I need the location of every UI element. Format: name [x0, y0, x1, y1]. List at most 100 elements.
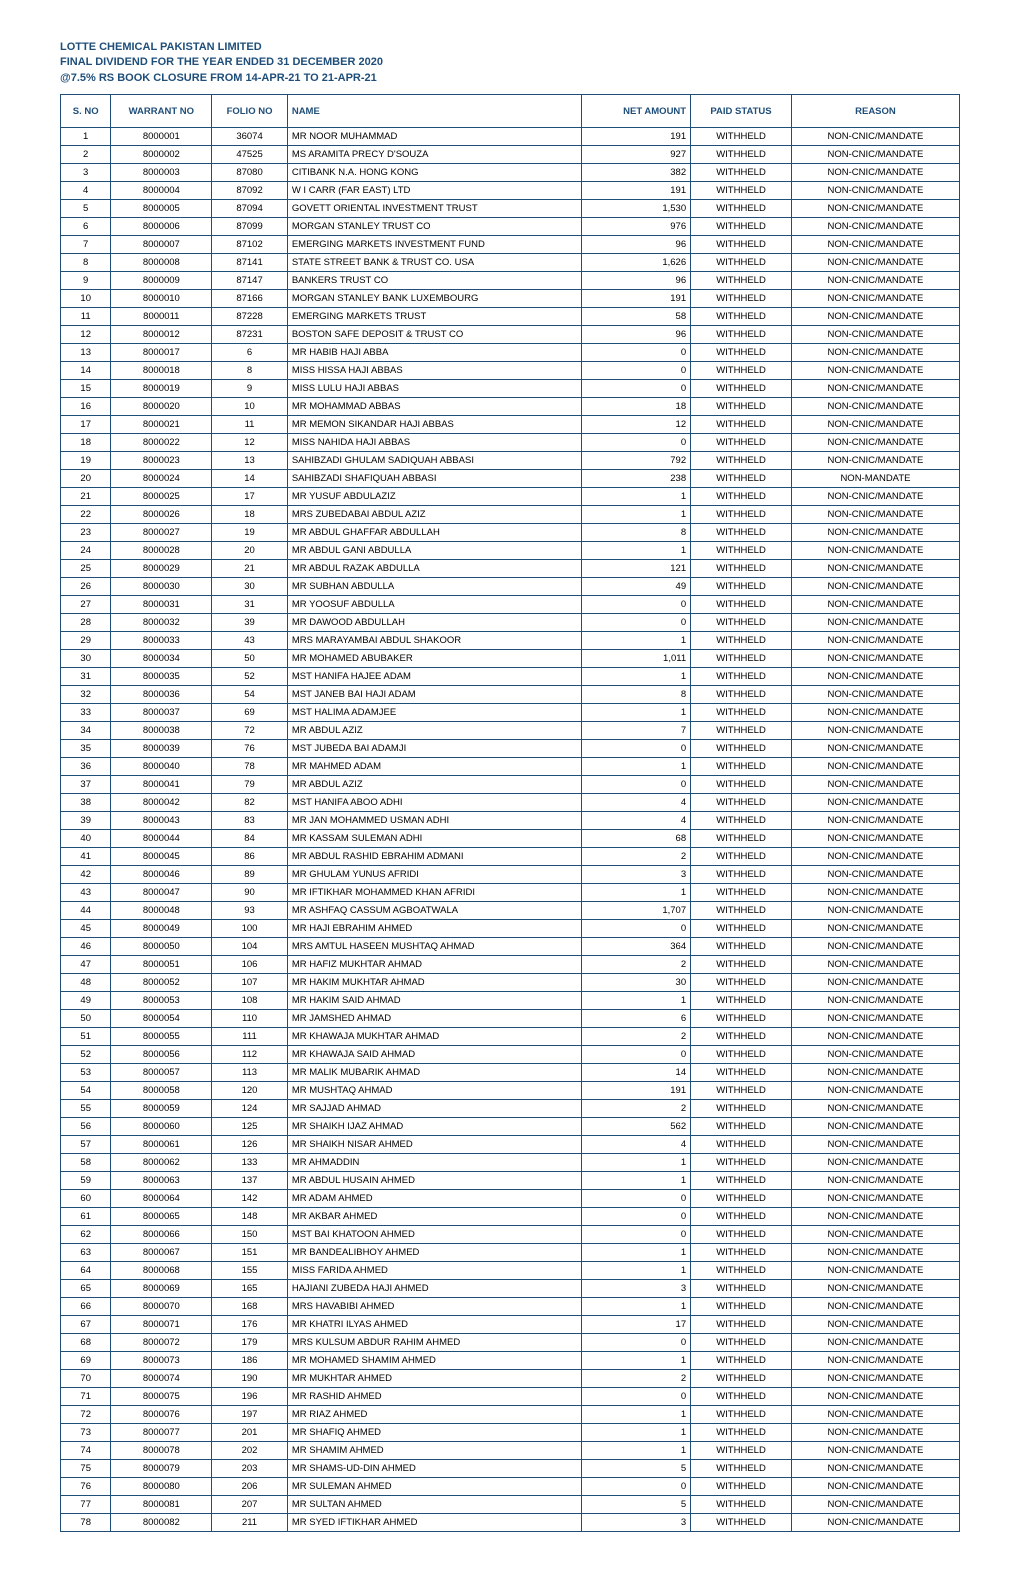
cell-folio: 79: [212, 776, 288, 794]
cell-status: WITHHELD: [691, 776, 792, 794]
cell-sno: 43: [61, 884, 111, 902]
cell-name: MR MOHAMED SHAMIM AHMED: [287, 1352, 581, 1370]
cell-warrant: 8000070: [111, 1298, 212, 1316]
cell-status: WITHHELD: [691, 200, 792, 218]
cell-reason: NON-CNIC/MANDATE: [791, 812, 959, 830]
table-row: 9800000987147BANKERS TRUST CO96WITHHELDN…: [61, 272, 960, 290]
table-row: 728000076197MR RIAZ AHMED1WITHHELDNON-CN…: [61, 1406, 960, 1424]
cell-reason: NON-CNIC/MANDATE: [791, 794, 959, 812]
cell-warrant: 8000043: [111, 812, 212, 830]
cell-folio: 206: [212, 1478, 288, 1496]
cell-sno: 76: [61, 1478, 111, 1496]
cell-status: WITHHELD: [691, 578, 792, 596]
cell-status: WITHHELD: [691, 470, 792, 488]
cell-folio: 113: [212, 1064, 288, 1082]
cell-name: MR ABDUL HUSAIN AHMED: [287, 1172, 581, 1190]
cell-folio: 72: [212, 722, 288, 740]
cell-sno: 17: [61, 416, 111, 434]
cell-warrant: 8000074: [111, 1370, 212, 1388]
cell-sno: 8: [61, 254, 111, 272]
cell-name: MR RIAZ AHMED: [287, 1406, 581, 1424]
cell-sno: 29: [61, 632, 111, 650]
table-row: 758000079203MR SHAMS-UD-DIN AHMED5WITHHE…: [61, 1460, 960, 1478]
table-row: 11800001187228EMERGING MARKETS TRUST58WI…: [61, 308, 960, 326]
cell-status: WITHHELD: [691, 1118, 792, 1136]
cell-name: MR HAFIZ MUKHTAR AHMAD: [287, 956, 581, 974]
cell-status: WITHHELD: [691, 1082, 792, 1100]
cell-folio: 211: [212, 1514, 288, 1532]
cell-status: WITHHELD: [691, 956, 792, 974]
cell-name: MR HAKIM MUKHTAR AHMAD: [287, 974, 581, 992]
cell-sno: 65: [61, 1280, 111, 1298]
cell-warrant: 8000081: [111, 1496, 212, 1514]
cell-name: STATE STREET BANK & TRUST CO. USA: [287, 254, 581, 272]
cell-folio: 176: [212, 1316, 288, 1334]
cell-status: WITHHELD: [691, 632, 792, 650]
cell-amount: 121: [581, 560, 690, 578]
cell-sno: 66: [61, 1298, 111, 1316]
table-row: 44800004893MR ASHFAQ CASSUM AGBOATWALA1,…: [61, 902, 960, 920]
cell-status: WITHHELD: [691, 1100, 792, 1118]
cell-reason: NON-CNIC/MANDATE: [791, 1406, 959, 1424]
cell-name: MR RASHID AHMED: [287, 1388, 581, 1406]
cell-reason: NON-CNIC/MANDATE: [791, 218, 959, 236]
cell-warrant: 8000058: [111, 1082, 212, 1100]
table-row: 608000064142MR ADAM AHMED0WITHHELDNON-CN…: [61, 1190, 960, 1208]
cell-warrant: 8000063: [111, 1172, 212, 1190]
cell-amount: 1: [581, 1172, 690, 1190]
cell-amount: 58: [581, 308, 690, 326]
cell-amount: 68: [581, 830, 690, 848]
cell-sno: 5: [61, 200, 111, 218]
cell-reason: NON-CNIC/MANDATE: [791, 884, 959, 902]
cell-name: MST JANEB BAI HAJI ADAM: [287, 686, 581, 704]
cell-name: MR KASSAM SULEMAN ADHI: [287, 830, 581, 848]
cell-sno: 16: [61, 398, 111, 416]
cell-folio: 21: [212, 560, 288, 578]
cell-folio: 90: [212, 884, 288, 902]
cell-status: WITHHELD: [691, 1496, 792, 1514]
table-row: 38800004282MST HANIFA ABOO ADHI4WITHHELD…: [61, 794, 960, 812]
table-row: 3800000387080CITIBANK N.A. HONG KONG382W…: [61, 164, 960, 182]
table-row: 5800000587094GOVETT ORIENTAL INVESTMENT …: [61, 200, 960, 218]
cell-status: WITHHELD: [691, 164, 792, 182]
cell-sno: 64: [61, 1262, 111, 1280]
cell-amount: 1: [581, 488, 690, 506]
cell-name: MR KHAWAJA MUKHTAR AHMAD: [287, 1028, 581, 1046]
cell-amount: 1: [581, 506, 690, 524]
cell-sno: 42: [61, 866, 111, 884]
table-row: 24800002820MR ABDUL GANI ABDULLA1WITHHEL…: [61, 542, 960, 560]
cell-name: MORGAN STANLEY BANK LUXEMBOURG: [287, 290, 581, 308]
cell-amount: 0: [581, 776, 690, 794]
cell-name: MR BANDEALIBHOY AHMED: [287, 1244, 581, 1262]
cell-folio: 11: [212, 416, 288, 434]
cell-reason: NON-CNIC/MANDATE: [791, 578, 959, 596]
cell-name: MRS KULSUM ABDUR RAHIM AHMED: [287, 1334, 581, 1352]
cell-amount: 96: [581, 326, 690, 344]
table-row: 628000066150MST BAI KHATOON AHMED0WITHHE…: [61, 1226, 960, 1244]
cell-name: MRS AMTUL HASEEN MUSHTAQ AHMAD: [287, 938, 581, 956]
cell-status: WITHHELD: [691, 812, 792, 830]
dividend-table: S. NOWARRANT NOFOLIO NONAMENET AMOUNTPAI…: [60, 94, 960, 1532]
cell-amount: 792: [581, 452, 690, 470]
cell-warrant: 8000054: [111, 1010, 212, 1028]
cell-amount: 2: [581, 848, 690, 866]
cell-amount: 1,011: [581, 650, 690, 668]
cell-folio: 124: [212, 1100, 288, 1118]
cell-sno: 36: [61, 758, 111, 776]
cell-warrant: 8000026: [111, 506, 212, 524]
table-row: 17800002111MR MEMON SIKANDAR HAJI ABBAS1…: [61, 416, 960, 434]
cell-status: WITHHELD: [691, 650, 792, 668]
cell-folio: 151: [212, 1244, 288, 1262]
column-header-status: PAID STATUS: [691, 95, 792, 128]
cell-amount: 1: [581, 1352, 690, 1370]
cell-status: WITHHELD: [691, 1370, 792, 1388]
cell-warrant: 8000056: [111, 1046, 212, 1064]
cell-folio: 104: [212, 938, 288, 956]
cell-amount: 1: [581, 668, 690, 686]
table-row: 748000078202MR SHAMIM AHMED1WITHHELDNON-…: [61, 1442, 960, 1460]
cell-name: MR MUKHTAR AHMED: [287, 1370, 581, 1388]
cell-name: MR YUSUF ABDULAZIZ: [287, 488, 581, 506]
cell-reason: NON-CNIC/MANDATE: [791, 848, 959, 866]
cell-sno: 54: [61, 1082, 111, 1100]
cell-name: MST BAI KHATOON AHMED: [287, 1226, 581, 1244]
